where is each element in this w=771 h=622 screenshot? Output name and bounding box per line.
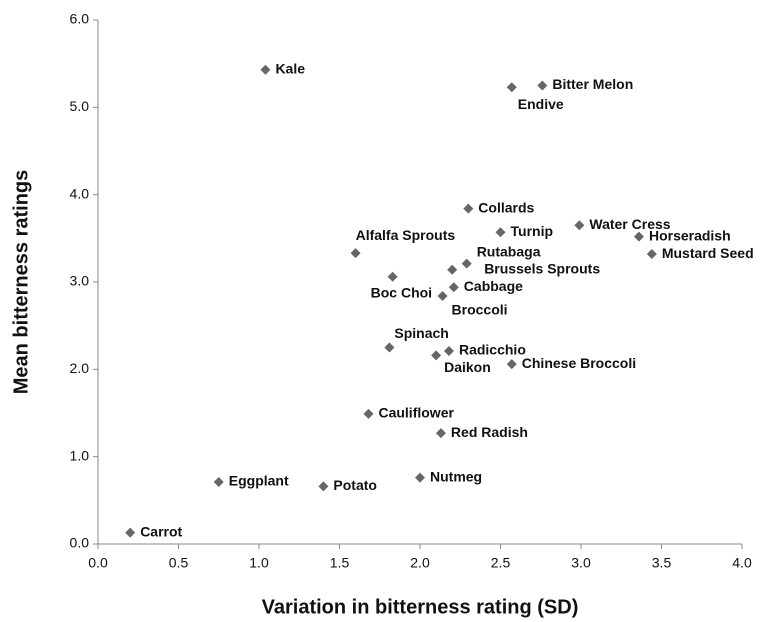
y-tick-label: 3.0 [70,273,90,289]
point [461,258,472,269]
point [463,203,474,214]
point-label: Bitter Melon [552,76,633,92]
point [633,231,644,242]
point [646,249,657,260]
point-label: Radicchio [459,342,526,358]
point [318,481,329,492]
point-label: Kale [275,60,305,76]
point [447,264,458,275]
x-tick-label: 4.0 [732,555,752,571]
point [431,350,442,361]
x-tick-label: 2.0 [410,555,430,571]
y-tick-label: 1.0 [70,447,90,463]
x-tick-label: 1.5 [330,555,350,571]
point-label: Alfalfa Sprouts [356,227,456,243]
point [213,476,224,487]
x-tick-label: 3.0 [571,555,591,571]
point-label: Nutmeg [430,468,482,484]
x-tick-label: 0.0 [88,555,108,571]
point-label: Collards [478,199,534,215]
point-label: Horseradish [649,227,731,243]
y-tick-label: 0.0 [70,535,90,551]
point-label: Red Radish [451,424,528,440]
point [443,345,454,356]
point [506,82,517,93]
point [260,64,271,75]
y-tick-label: 6.0 [70,11,90,27]
point [387,271,398,282]
point [506,359,517,370]
x-axis-title: Variation in bitterness rating (SD) [262,596,579,618]
point-label: Cauliflower [378,405,454,421]
point-label: Water Cress [589,216,670,232]
point-label: Rutabaga [477,243,541,259]
point-label: Boc Choi [371,284,432,300]
point [574,220,585,231]
y-tick-label: 4.0 [70,185,90,201]
point [384,342,395,353]
point [125,527,136,538]
x-tick-label: 2.5 [491,555,511,571]
point [437,290,448,301]
point [448,282,459,293]
point-label: Mustard Seed [662,245,754,261]
point-label: Eggplant [229,473,289,489]
point-label: Turnip [511,223,554,239]
x-tick-label: 3.5 [652,555,672,571]
point [350,248,361,259]
point [415,472,425,483]
point [495,227,506,238]
y-axis-title: Mean bitterness ratings [10,170,32,395]
point-label: Brussels Sprouts [484,260,600,276]
point-label: Spinach [394,325,448,341]
point-label: Cabbage [464,278,523,294]
point-label: Broccoli [452,302,508,318]
y-tick-label: 5.0 [70,98,90,114]
point [435,428,446,439]
point-label: Chinese Broccoli [522,355,636,371]
y-tick-label: 2.0 [70,360,90,376]
point-label: Endive [518,96,564,112]
x-tick-label: 1.0 [249,555,269,571]
point [537,80,548,91]
point-label: Potato [333,477,377,493]
x-tick-label: 0.5 [169,555,189,571]
point [363,408,374,419]
point-label: Carrot [140,523,182,539]
point-label: Daikon [444,359,491,375]
